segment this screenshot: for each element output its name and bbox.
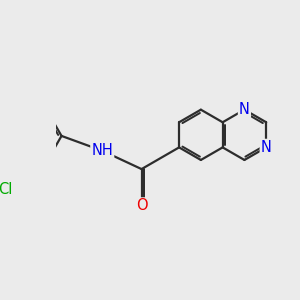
Text: N: N [261, 140, 272, 155]
Text: Cl: Cl [0, 182, 13, 197]
Text: O: O [136, 198, 147, 213]
Text: N: N [239, 102, 250, 117]
Text: NH: NH [92, 143, 113, 158]
